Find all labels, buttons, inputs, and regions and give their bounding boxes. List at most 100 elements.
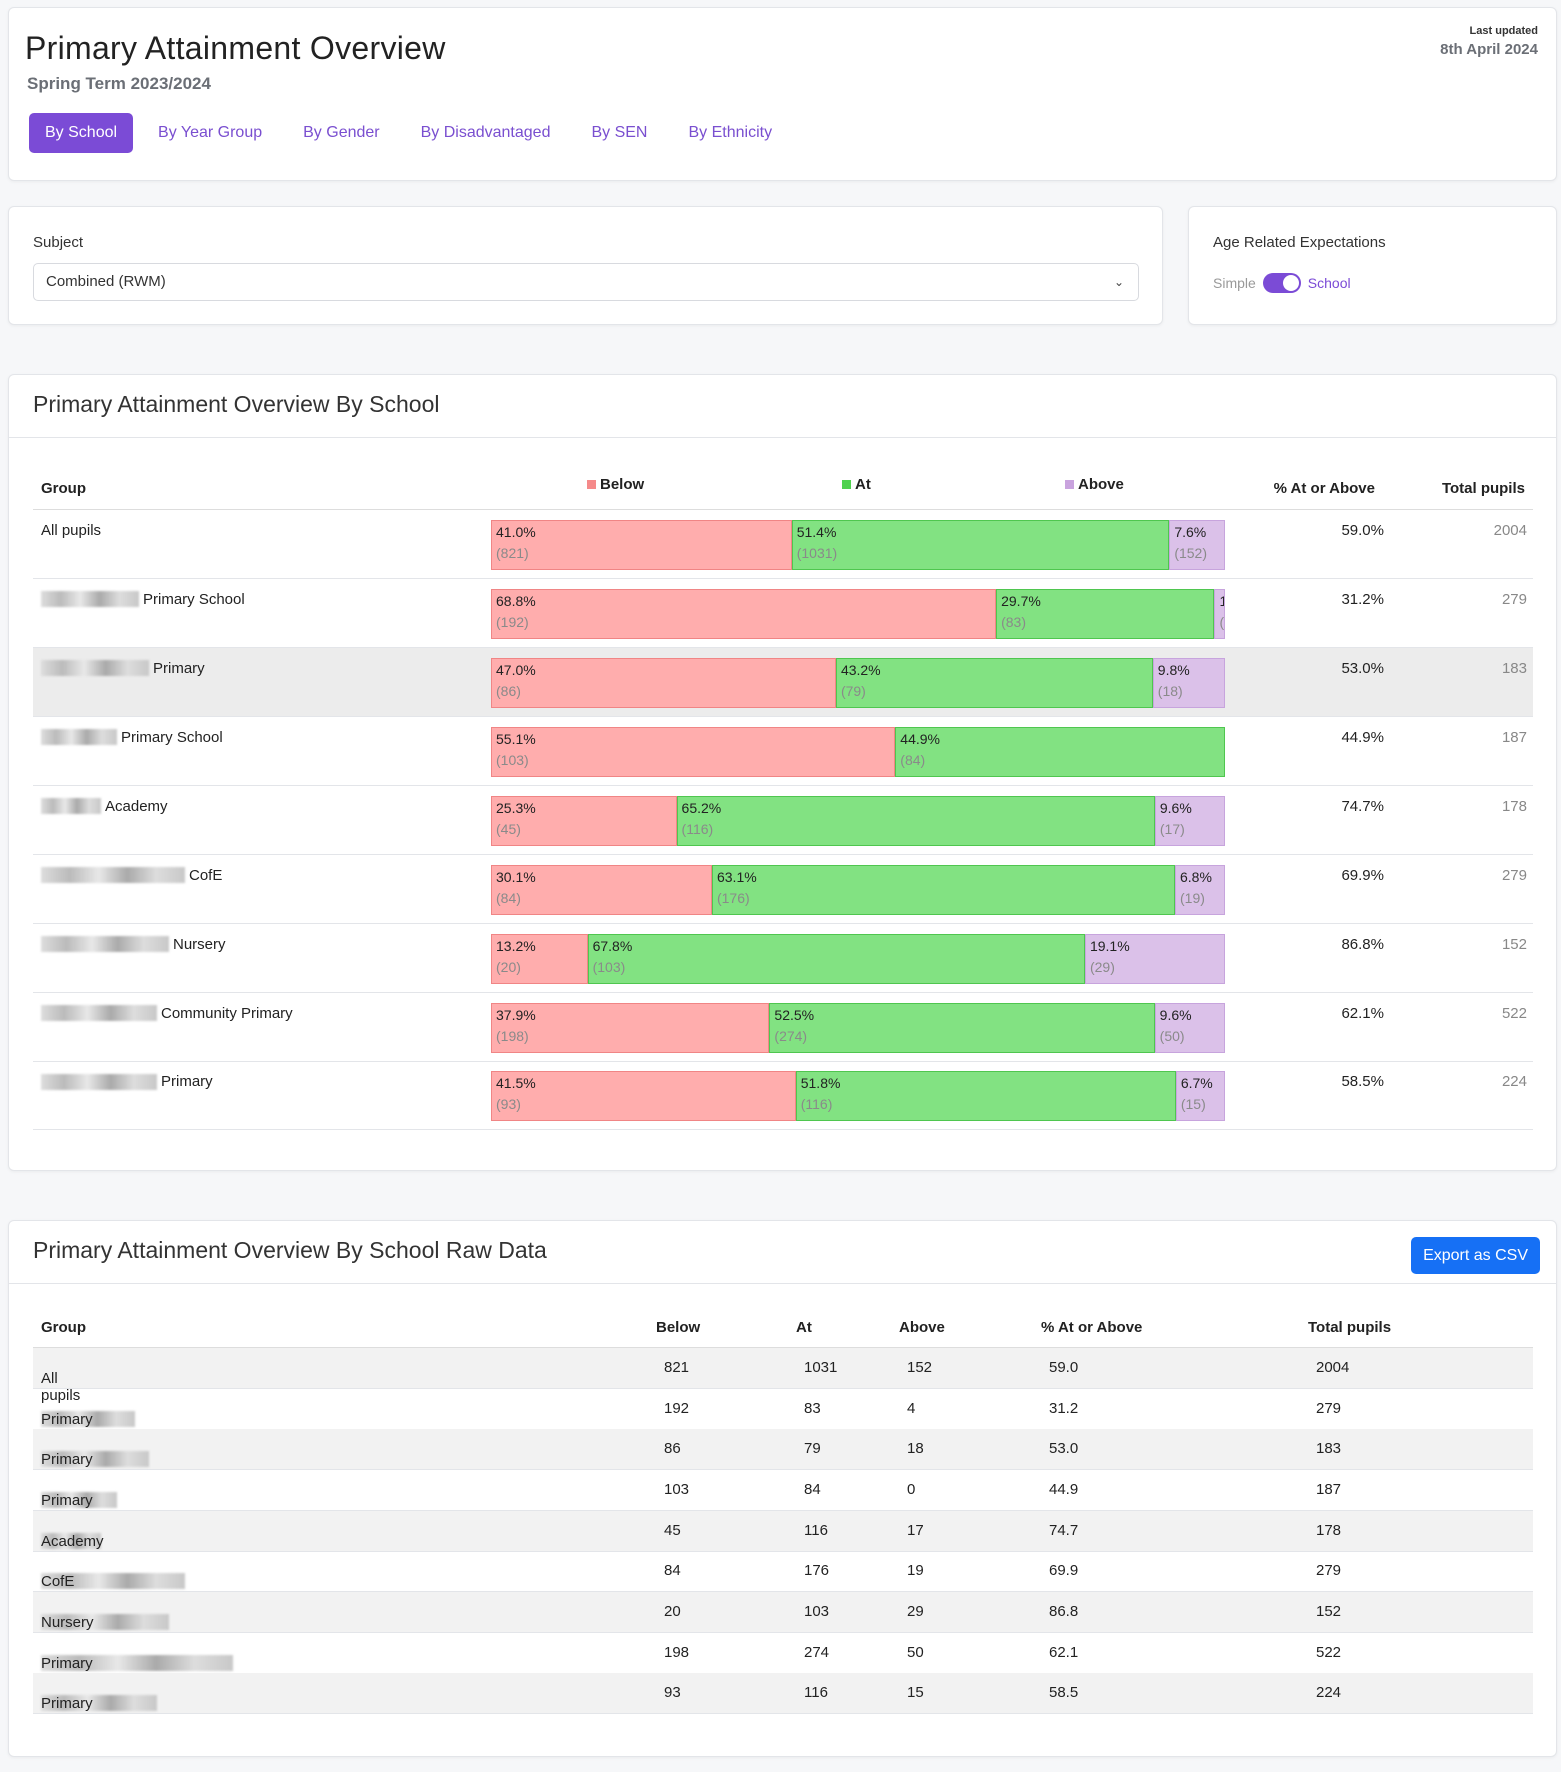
segment-count: (198) [496,1027,529,1044]
segment-percent: 25.3% [496,799,536,816]
group-label: Primary [41,1654,93,1672]
raw-col-above: Above [899,1319,945,1336]
bar-segment-below[interactable]: 47.0% (86) [491,657,836,708]
pct-at-or-above: 62.1% [1341,1004,1384,1022]
segment-count: (103) [496,751,529,768]
bar-segment-below[interactable]: 37.9% (198) [491,1002,770,1053]
cell-total-pupils: 152 [1316,1603,1342,1621]
bar-segment-at[interactable]: 52.5% (274) [769,1002,1155,1053]
are-toggle-switch[interactable] [1262,273,1301,293]
bar-segment-at[interactable]: 29.7% (83) [996,588,1215,639]
redacted-name [41,1451,149,1468]
bar-segment-below[interactable]: 25.3% (45) [491,795,677,846]
bar-segment-above[interactable]: 1.4% (4) [1214,588,1225,639]
tab-by-ethnicity[interactable]: By Ethnicity [688,124,773,141]
bar-segment-at[interactable]: 44.9% (84) [895,726,1225,777]
chart-row[interactable]: All pupils 41.0% (821) 51.4% (1031) 7.6% (152)… [33,510,1533,579]
bar-segment-below[interactable]: 41.5% (93) [491,1071,796,1122]
cell-at: 84 [804,1481,821,1499]
bar-segment-below[interactable]: 13.2% (20) [491,933,588,984]
tab-by-sen[interactable]: By SEN [591,124,648,141]
raw-title: Primary Attainment Overview By School Ra… [33,1237,547,1263]
segment-count: (274) [774,1027,808,1044]
redacted-name [41,798,101,815]
toggle-right-label: School [1307,275,1351,291]
cell-at: 176 [804,1562,830,1580]
cell-at: 103 [804,1603,830,1621]
bar-segment-above[interactable]: 9.6% (50) [1154,1002,1225,1053]
bar-segment-above[interactable]: 19.1% (29) [1084,933,1225,984]
subject-select[interactable]: Combined (RWM) ⌄ [33,263,1139,301]
group-name: Primary [41,660,205,677]
chart-row[interactable]: Community Primary 37.9% (198) 52.5% (274) 9.6… [33,993,1533,1062]
bar-segment-below[interactable]: 68.8% (192) [491,588,997,639]
bar-segment-above[interactable]: 6.8% (19) [1175,864,1225,915]
legend-below: Below [587,476,644,493]
cell-pct-at-or-above: 62.1 [1049,1643,1079,1661]
bar-segment-above[interactable]: 6.7% (15) [1175,1071,1225,1122]
group-label: Primary [161,1073,213,1091]
group-label: CofE [41,1573,75,1591]
cell-below: 821 [664,1359,690,1376]
segment-count: (50) [1159,1027,1185,1044]
chart-row[interactable]: Nursery 13.2% (20) 67.8% (103) 19.1% (29) 86.8%… [33,924,1533,993]
cell-at: 116 [804,1684,828,1702]
bar-segment-at[interactable]: 43.2% (79) [835,657,1153,708]
redacted-name [41,591,139,608]
raw-col-pct: % At or Above [1041,1319,1143,1336]
tab-by-school[interactable]: By School [29,113,134,153]
pct-at-or-above: 53.0% [1341,659,1384,677]
total-pupils: 279 [1501,866,1527,884]
bar-segment-below[interactable]: 30.1% (84) [491,864,712,915]
bar-segment-below[interactable]: 55.1% (103) [491,726,896,777]
cell-at: 79 [804,1440,821,1458]
segment-percent: 37.9% [496,1006,536,1023]
chart-row[interactable]: Primary School 68.8% (192) 29.7% (83) 1.4% (4)… [33,579,1533,648]
pct-at-or-above: 59.0% [1341,522,1384,539]
segment-percent: 29.7% [1001,592,1041,609]
pct-at-or-above: 44.9% [1341,728,1384,746]
chart-row[interactable]: CofE 30.1% (84) 63.1% (176) 6.8% (19) 69.9% 279 [33,855,1533,924]
bar-segment-below[interactable]: 41.0% (821) [491,520,792,570]
tab-by-disadvantaged[interactable]: By Disadvantaged [420,124,551,141]
segment-count: (176) [716,889,750,906]
stacked-bar: 30.1% (84) 63.1% (176) 6.8% (19) [491,864,1225,915]
cell-total-pupils: 178 [1316,1521,1342,1539]
raw-col-below: Below [656,1319,701,1336]
total-pupils: 279 [1501,590,1527,608]
tab-by-gender[interactable]: By Gender [303,124,380,141]
cell-above: 19 [907,1562,924,1580]
cell-total-pupils: 279 [1316,1562,1342,1580]
chart-row[interactable]: Academy 25.3% (45) 65.2% (116) 9.6% (17) 74.7% 1… [33,786,1533,855]
redacted-name [41,1654,233,1671]
export-csv-button[interactable]: Export as CSV [1411,1237,1540,1274]
cell-total-pupils: 224 [1316,1684,1342,1702]
bar-segment-at[interactable]: 65.2% (116) [676,795,1155,846]
segment-count: (20) [496,958,521,975]
segment-count: (29) [1089,958,1115,975]
segment-count: (19) [1180,889,1205,906]
redacted-name [41,1410,135,1427]
total-pupils: 2004 [1493,522,1527,539]
tab-by-year-group[interactable]: By Year Group [158,124,263,141]
stacked-bar: 41.5% (93) 51.8% (116) 6.7% (15) [491,1071,1225,1122]
subject-value: Combined (RWM) [46,273,166,290]
chart-row[interactable]: Primary School 55.1% (103) 44.9% (84) 44.9% 18… [33,717,1533,786]
bar-segment-above[interactable]: 9.6% (17) [1154,795,1225,846]
bar-segment-at[interactable]: 67.8% (103) [587,933,1085,984]
bar-segment-at[interactable]: 51.8% (116) [795,1071,1176,1122]
cell-total-pupils: 187 [1316,1481,1342,1499]
segment-percent: 6.7% [1180,1075,1213,1092]
chart-row[interactable]: Primary 47.0% (86) 43.2% (79) 9.8% (18) 53.0% 18… [33,647,1533,717]
bar-segment-above[interactable]: 9.8% (18) [1152,657,1225,708]
chart-row[interactable]: Primary 41.5% (93) 51.8% (116) 6.7% (15) 58.5% 2… [33,1061,1533,1131]
bar-segment-at[interactable]: 63.1% (176) [711,864,1175,915]
group-name: CofE [41,867,222,884]
total-pupils: 187 [1501,728,1527,746]
cell-total-pupils: 183 [1316,1440,1342,1458]
bar-segment-at[interactable]: 51.4% (1031) [791,520,1170,570]
are-label: Age Related Expectations [1213,234,1386,251]
bar-segment-above[interactable]: 7.6% (152) [1169,520,1225,570]
group-label: Primary [153,659,205,677]
segment-count: (192) [496,613,529,630]
